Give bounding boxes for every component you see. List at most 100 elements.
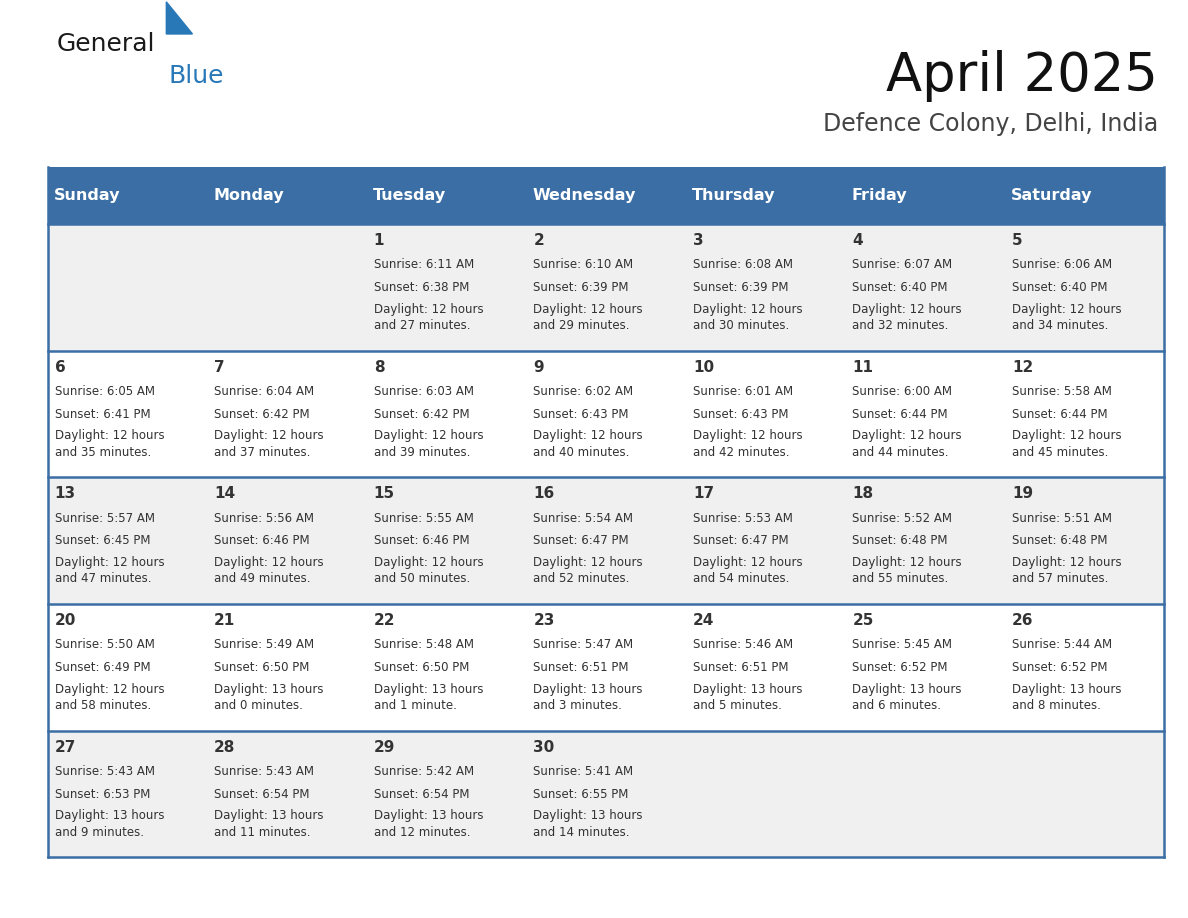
Text: Sunrise: 5:41 AM: Sunrise: 5:41 AM	[533, 765, 633, 778]
Bar	[1005, 604, 1164, 731]
Text: Sunrise: 5:42 AM: Sunrise: 5:42 AM	[374, 765, 474, 778]
Bar	[207, 167, 367, 224]
Text: Sunrise: 6:06 AM: Sunrise: 6:06 AM	[1012, 258, 1112, 271]
Text: Daylight: 12 hours
and 39 minutes.: Daylight: 12 hours and 39 minutes.	[374, 430, 484, 459]
Text: Daylight: 12 hours
and 37 minutes.: Daylight: 12 hours and 37 minutes.	[214, 430, 324, 459]
Text: Daylight: 13 hours
and 6 minutes.: Daylight: 13 hours and 6 minutes.	[852, 683, 962, 712]
Text: Sunrise: 5:58 AM: Sunrise: 5:58 AM	[1012, 385, 1112, 397]
Text: Sunset: 6:47 PM: Sunset: 6:47 PM	[533, 534, 628, 547]
Text: Sunrise: 5:56 AM: Sunrise: 5:56 AM	[214, 511, 315, 524]
Text: Daylight: 12 hours
and 29 minutes.: Daylight: 12 hours and 29 minutes.	[533, 303, 643, 332]
Text: 16: 16	[533, 487, 555, 501]
Bar	[685, 167, 845, 224]
Bar	[48, 351, 207, 477]
Text: Sunrise: 6:02 AM: Sunrise: 6:02 AM	[533, 385, 633, 397]
Text: Sunset: 6:48 PM: Sunset: 6:48 PM	[1012, 534, 1107, 547]
Text: 1: 1	[374, 233, 384, 248]
Text: 3: 3	[693, 233, 703, 248]
Text: Daylight: 12 hours
and 42 minutes.: Daylight: 12 hours and 42 minutes.	[693, 430, 802, 459]
Text: 2: 2	[533, 233, 544, 248]
Text: Daylight: 12 hours
and 35 minutes.: Daylight: 12 hours and 35 minutes.	[55, 430, 164, 459]
Text: 10: 10	[693, 360, 714, 375]
Text: Sunset: 6:51 PM: Sunset: 6:51 PM	[693, 661, 789, 674]
Text: Thursday: Thursday	[693, 188, 776, 203]
Text: Sunset: 6:52 PM: Sunset: 6:52 PM	[1012, 661, 1107, 674]
Bar	[845, 167, 1005, 224]
Text: 22: 22	[374, 613, 396, 628]
Text: Daylight: 13 hours
and 1 minute.: Daylight: 13 hours and 1 minute.	[374, 683, 484, 712]
Text: Sunset: 6:50 PM: Sunset: 6:50 PM	[374, 661, 469, 674]
Bar	[685, 731, 845, 857]
Text: 27: 27	[55, 740, 76, 755]
Bar	[207, 351, 367, 477]
Text: Daylight: 12 hours
and 54 minutes.: Daylight: 12 hours and 54 minutes.	[693, 556, 802, 586]
Text: Sunset: 6:44 PM: Sunset: 6:44 PM	[1012, 408, 1107, 420]
Text: Sunset: 6:51 PM: Sunset: 6:51 PM	[533, 661, 628, 674]
Bar	[1005, 477, 1164, 604]
Text: Sunset: 6:43 PM: Sunset: 6:43 PM	[693, 408, 789, 420]
Bar	[685, 604, 845, 731]
Text: Sunrise: 6:01 AM: Sunrise: 6:01 AM	[693, 385, 792, 397]
Text: Daylight: 12 hours
and 47 minutes.: Daylight: 12 hours and 47 minutes.	[55, 556, 164, 586]
Text: Daylight: 12 hours
and 55 minutes.: Daylight: 12 hours and 55 minutes.	[852, 556, 962, 586]
Text: 14: 14	[214, 487, 235, 501]
Bar	[685, 351, 845, 477]
Bar	[685, 477, 845, 604]
Text: Sunrise: 6:08 AM: Sunrise: 6:08 AM	[693, 258, 792, 271]
Text: Daylight: 13 hours
and 8 minutes.: Daylight: 13 hours and 8 minutes.	[1012, 683, 1121, 712]
Text: Daylight: 12 hours
and 40 minutes.: Daylight: 12 hours and 40 minutes.	[533, 430, 643, 459]
Bar	[1005, 351, 1164, 477]
Bar	[1005, 731, 1164, 857]
Bar	[367, 604, 526, 731]
Text: Wednesday: Wednesday	[532, 188, 636, 203]
Text: Sunrise: 6:10 AM: Sunrise: 6:10 AM	[533, 258, 633, 271]
Bar	[367, 224, 526, 351]
Bar	[526, 604, 685, 731]
Bar	[367, 167, 526, 224]
Bar	[845, 224, 1005, 351]
Bar	[526, 167, 685, 224]
Bar	[207, 224, 367, 351]
Text: 17: 17	[693, 487, 714, 501]
Text: Sunrise: 5:52 AM: Sunrise: 5:52 AM	[852, 511, 953, 524]
Text: 15: 15	[374, 487, 394, 501]
Text: Sunset: 6:43 PM: Sunset: 6:43 PM	[533, 408, 628, 420]
Text: Sunset: 6:54 PM: Sunset: 6:54 PM	[374, 788, 469, 800]
Text: Sunset: 6:46 PM: Sunset: 6:46 PM	[374, 534, 469, 547]
Text: Daylight: 13 hours
and 3 minutes.: Daylight: 13 hours and 3 minutes.	[533, 683, 643, 712]
Text: Sunrise: 5:48 AM: Sunrise: 5:48 AM	[374, 638, 474, 651]
Text: Sunset: 6:48 PM: Sunset: 6:48 PM	[852, 534, 948, 547]
Bar	[1005, 224, 1164, 351]
Bar	[685, 224, 845, 351]
Bar	[367, 477, 526, 604]
Text: 12: 12	[1012, 360, 1034, 375]
Text: Sunset: 6:38 PM: Sunset: 6:38 PM	[374, 281, 469, 294]
Text: Daylight: 13 hours
and 9 minutes.: Daylight: 13 hours and 9 minutes.	[55, 810, 164, 839]
Text: Daylight: 12 hours
and 45 minutes.: Daylight: 12 hours and 45 minutes.	[1012, 430, 1121, 459]
Text: 19: 19	[1012, 487, 1034, 501]
Text: Sunrise: 6:04 AM: Sunrise: 6:04 AM	[214, 385, 315, 397]
Text: Sunset: 6:42 PM: Sunset: 6:42 PM	[214, 408, 310, 420]
Text: Sunset: 6:53 PM: Sunset: 6:53 PM	[55, 788, 150, 800]
Text: 9: 9	[533, 360, 544, 375]
Text: Saturday: Saturday	[1011, 188, 1093, 203]
Bar	[207, 477, 367, 604]
Text: Sunset: 6:44 PM: Sunset: 6:44 PM	[852, 408, 948, 420]
Bar	[48, 477, 207, 604]
Text: Sunrise: 5:51 AM: Sunrise: 5:51 AM	[1012, 511, 1112, 524]
Text: 24: 24	[693, 613, 714, 628]
Text: Sunrise: 6:07 AM: Sunrise: 6:07 AM	[852, 258, 953, 271]
Text: 7: 7	[214, 360, 225, 375]
Text: Sunset: 6:54 PM: Sunset: 6:54 PM	[214, 788, 310, 800]
Text: Sunset: 6:52 PM: Sunset: 6:52 PM	[852, 661, 948, 674]
Text: Sunset: 6:42 PM: Sunset: 6:42 PM	[374, 408, 469, 420]
Bar	[1005, 167, 1164, 224]
Text: Sunrise: 5:47 AM: Sunrise: 5:47 AM	[533, 638, 633, 651]
Bar	[367, 731, 526, 857]
Bar	[526, 477, 685, 604]
Text: Sunset: 6:40 PM: Sunset: 6:40 PM	[852, 281, 948, 294]
Bar	[207, 604, 367, 731]
Text: Sunset: 6:45 PM: Sunset: 6:45 PM	[55, 534, 150, 547]
Text: Daylight: 13 hours
and 14 minutes.: Daylight: 13 hours and 14 minutes.	[533, 810, 643, 839]
Text: 4: 4	[852, 233, 862, 248]
